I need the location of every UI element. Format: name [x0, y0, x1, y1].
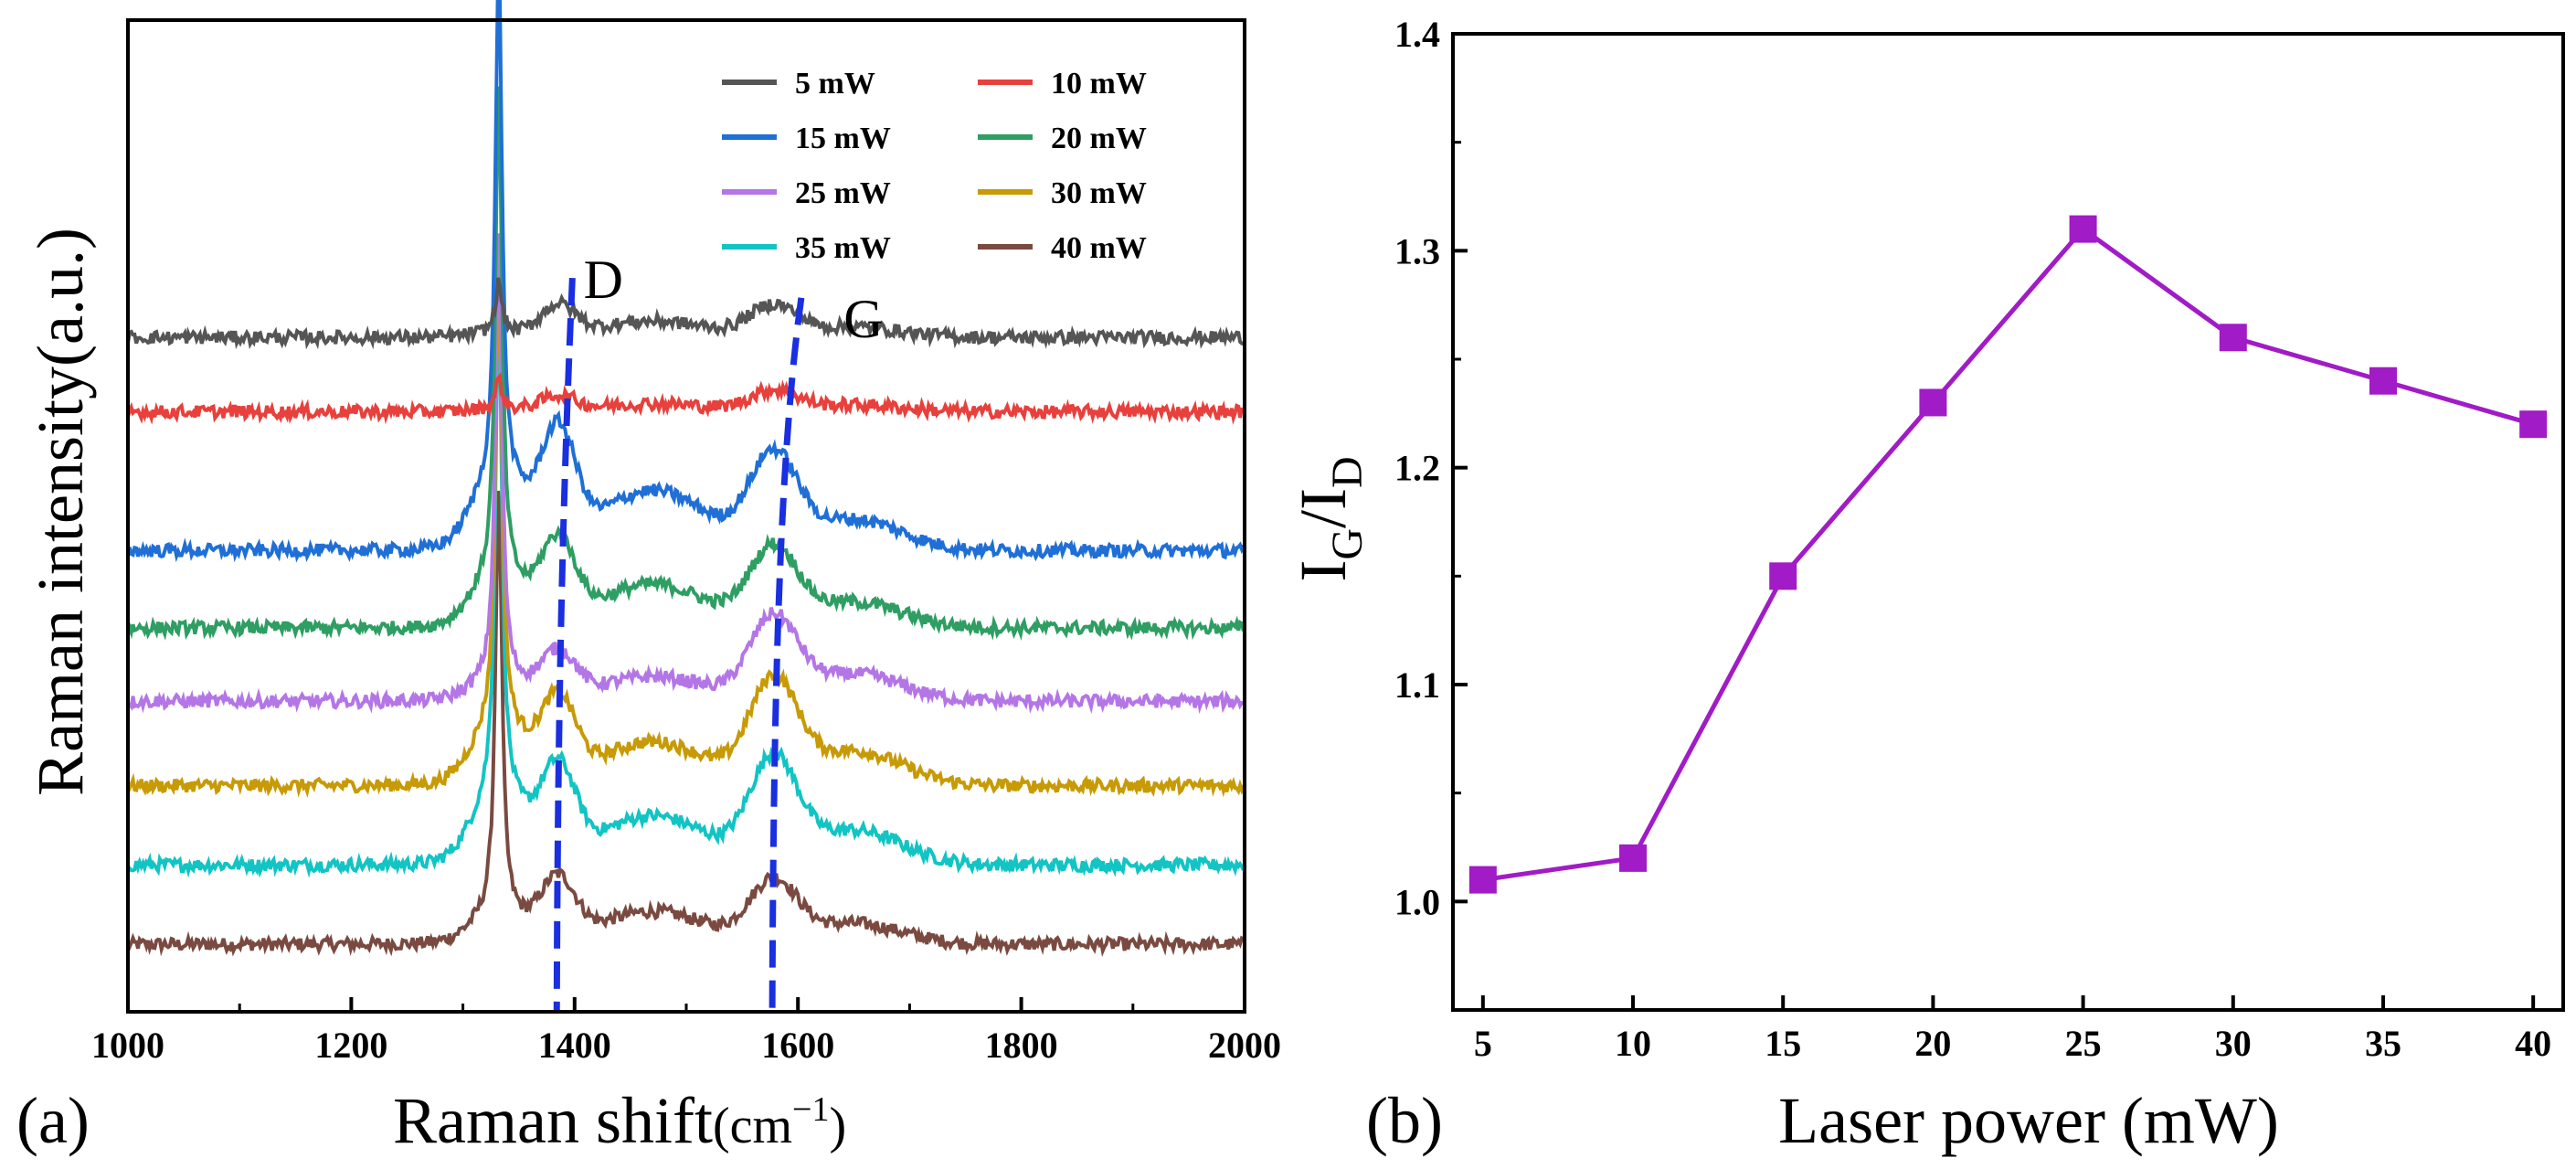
ratio-series — [1468, 215, 2548, 894]
raman-series-line-10-mW — [126, 372, 1246, 426]
ratio-x-tick-label: 30 — [2215, 1023, 2252, 1064]
ratio-y-tick-label: 1.4 — [1394, 14, 1440, 55]
legend-label: 15 mW — [795, 122, 891, 155]
legend-label: 30 mW — [1051, 176, 1147, 210]
legend-label: 20 mW — [1051, 122, 1147, 155]
ratio-data-point — [1919, 388, 1947, 417]
d-band-label: D — [584, 250, 623, 310]
g-band-label: G — [843, 289, 883, 349]
ratio-y-axis-title: IG/ID — [1287, 456, 1372, 581]
ratio-x-tick-label: 20 — [1914, 1023, 1951, 1064]
ratio-y-axis-title-slash-i: /I — [1287, 488, 1360, 528]
ratio-series-line — [1482, 226, 2534, 883]
d-band-guide-line — [553, 277, 576, 1013]
legend-label: 35 mW — [795, 231, 891, 265]
raman-x-tick-label: 1600 — [761, 1025, 834, 1066]
raman-x-axis-unit: (cm — [713, 1098, 792, 1154]
raman-series-line-35-mW — [126, 303, 1246, 878]
ratio-data-point — [2069, 215, 2097, 243]
panel-a-raman-spectra: DG 1000 1200 1400 1600 1800 2000 5 mW 10 mW15 … — [16, 0, 1281, 1157]
raman-x-axis-title-main: Raman shift — [393, 1084, 713, 1157]
ratio-y-axis-title-i: I — [1287, 560, 1360, 582]
ratio-data-point — [1769, 562, 1797, 590]
raman-x-tick-label: 1400 — [538, 1025, 611, 1066]
raman-x-axis-unit-exp: −1 — [792, 1090, 829, 1129]
panel-a-label: (a) — [16, 1084, 90, 1157]
panel-b-intensity-ratio: 1.0 1.1 1.2 1.3 1.4 5 10 15 20 25 30 35 40 IG/ID La… — [1287, 14, 2565, 1157]
raman-x-tick-label: 2000 — [1208, 1025, 1281, 1066]
ratio-y-ticks: 1.0 1.1 1.2 1.3 1.4 — [1394, 14, 1468, 922]
ratio-data-point — [1468, 866, 1497, 894]
ratio-x-tick-label: 40 — [2515, 1023, 2551, 1064]
ratio-x-tick-label: 25 — [2065, 1023, 2102, 1064]
raman-legend: 5 mW 10 mW 15 mW 20 mW 25 mW 30 mW 35 mW 40 mW — [722, 67, 1147, 265]
raman-series-line-20-mW — [126, 86, 1246, 641]
raman-series-line-5-mW — [126, 277, 1245, 350]
ratio-y-tick-label: 1.0 — [1394, 881, 1440, 922]
ratio-data-point — [2369, 367, 2397, 395]
legend-label: 40 mW — [1051, 231, 1147, 265]
legend-label: 10 mW — [1051, 67, 1147, 101]
ratio-x-tick-label: 10 — [1615, 1023, 1651, 1064]
raman-series-line-30-mW — [126, 270, 1246, 799]
ratio-data-point — [2219, 324, 2247, 352]
ratio-y-axis-title-sub-g: G — [1323, 528, 1372, 560]
ratio-data-point — [1619, 844, 1648, 872]
ratio-y-tick-label: 1.1 — [1394, 664, 1440, 706]
raman-series-line-15-mW — [126, 0, 1246, 563]
g-band-guide-line — [769, 297, 805, 1013]
raman-x-axis-title: Raman shift(cm−1) — [393, 1084, 846, 1157]
raman-x-axis-unit-close: ) — [829, 1098, 846, 1154]
ratio-plot-frame — [1451, 32, 2565, 1012]
raman-x-ticks: 1000 1200 1400 1600 1800 2000 — [91, 997, 1281, 1066]
raman-x-tick-label: 1000 — [91, 1025, 164, 1066]
ratio-y-tick-label: 1.3 — [1394, 230, 1440, 271]
ratio-x-tick-label: 35 — [2365, 1023, 2401, 1064]
legend-label: 5 mW — [795, 67, 875, 101]
raman-x-tick-label: 1800 — [985, 1025, 1058, 1066]
raman-plot-area: DG — [126, 0, 1246, 1013]
legend-label: 25 mW — [795, 176, 891, 210]
ratio-x-tick-label: 15 — [1765, 1023, 1801, 1064]
ratio-x-tick-label: 5 — [1474, 1023, 1492, 1064]
raman-series-line-40-mW — [126, 490, 1245, 957]
ratio-y-tick-label: 1.2 — [1394, 448, 1440, 489]
raman-x-tick-label: 1200 — [314, 1025, 387, 1066]
ratio-y-axis-title-sub-d: D — [1323, 456, 1372, 488]
ratio-x-ticks: 5 10 15 20 25 30 35 40 — [1474, 995, 2551, 1064]
raman-y-axis-title: Raman intensity(a.u.) — [24, 228, 97, 796]
raman-series-line-25-mW — [127, 233, 1245, 715]
ratio-x-axis-title: Laser power (mW) — [1778, 1084, 2279, 1157]
panel-b-label: (b) — [1366, 1084, 1443, 1157]
ratio-data-point — [2519, 410, 2548, 439]
